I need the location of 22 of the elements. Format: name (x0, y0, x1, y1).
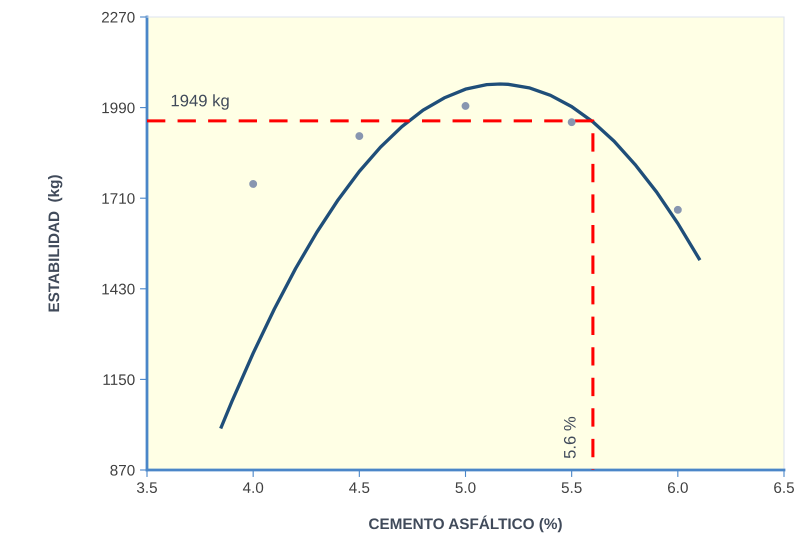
x-tick-label: 4.5 (349, 482, 370, 494)
point (462, 102, 470, 110)
y-tick-label: 1990 (102, 102, 135, 114)
y-axis-title: ESTABILIDAD (kg) (48, 175, 62, 312)
y-tick-label: 870 (110, 464, 135, 476)
x-tick-label: 4.0 (242, 482, 264, 494)
x-tick-label: 3.5 (136, 482, 157, 494)
x-tick-label: 5.0 (455, 482, 476, 494)
annotation: 1949 kg (172, 94, 229, 110)
y-tick-label: 1710 (102, 193, 135, 204)
x-tick-label: 5.5 (562, 482, 582, 494)
y-tick-label: 1150 (104, 374, 135, 386)
y-tick-label: 1430 (102, 284, 135, 294)
annotation: 5.6 % (564, 416, 576, 458)
x-tick-label: 6.0 (668, 482, 688, 494)
point (568, 118, 576, 126)
x-axis-title: CEMENTO ASFÁLTICO (%) (369, 515, 562, 532)
y-tick-label: 2270 (102, 12, 135, 23)
x-tick-label: 6.5 (774, 482, 794, 494)
point (249, 180, 258, 188)
point (674, 206, 682, 214)
point (355, 132, 364, 140)
